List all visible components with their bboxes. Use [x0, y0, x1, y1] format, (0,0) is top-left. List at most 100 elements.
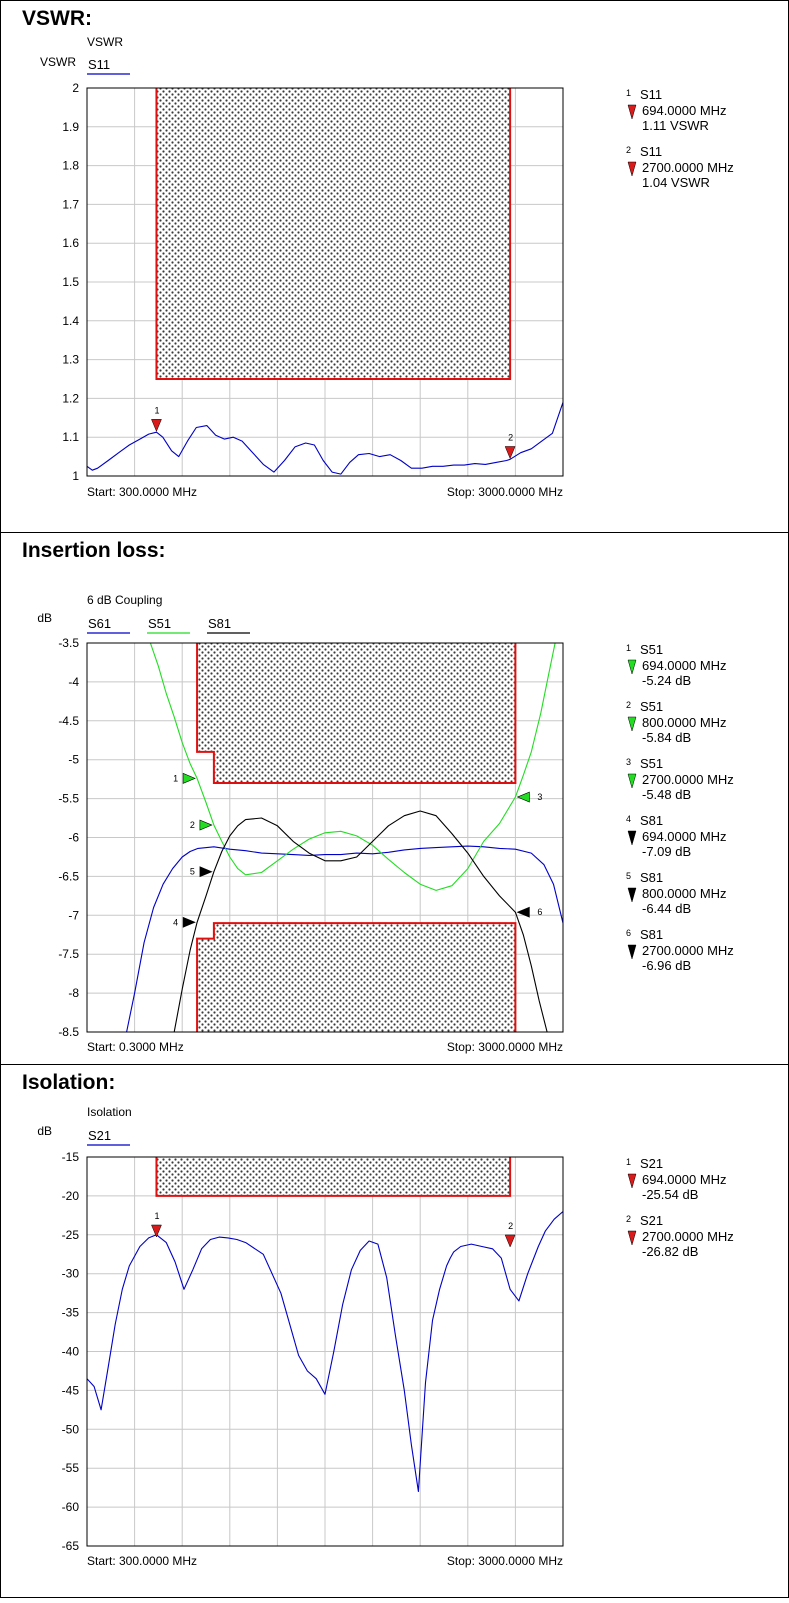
marker-info-number: 1	[626, 643, 631, 653]
marker-info-trace: S51	[640, 699, 663, 714]
marker-info-icon	[627, 659, 637, 675]
section-title: Insertion loss:	[22, 539, 166, 562]
marker-info-trace: S11	[640, 87, 662, 102]
marker-glyph-number-1: 1	[154, 1211, 159, 1221]
chart-section-3: Isolation: Isolation dB S21 -15 -20 -25 -30 -35 -…	[22, 1071, 734, 1568]
y-tick-label: 1	[72, 469, 79, 483]
y-unit-label: dB	[37, 1124, 52, 1138]
y-tick-label: 1.8	[62, 159, 79, 173]
stop-frequency-label: Stop: 3000.0000 MHz	[447, 1554, 563, 1568]
marker-glyph-1	[151, 419, 162, 432]
plot-border	[86, 1156, 564, 1547]
marker-info-value: -26.82 dB	[642, 1244, 698, 1259]
marker-info-trace: S21	[640, 1156, 663, 1171]
section-title: Isolation:	[22, 1071, 115, 1094]
marker-info-trace: S81	[640, 870, 663, 885]
legend-label-s21: S21	[88, 1128, 111, 1143]
start-frequency-label: Start: 300.0000 MHz	[87, 485, 197, 499]
marker-info-frequency: 2700.0000 MHz	[642, 1229, 734, 1244]
marker-info-frequency: 694.0000 MHz	[642, 658, 727, 673]
y-unit-label: VSWR	[40, 55, 76, 69]
marker-info-trace: S51	[640, 642, 663, 657]
marker-info-value: -5.24 dB	[642, 673, 691, 688]
marker-glyph-number-2: 2	[190, 820, 195, 830]
marker-glyph-6	[516, 906, 530, 918]
limit-region	[197, 923, 516, 1032]
y-tick-label: -5.5	[58, 792, 79, 806]
marker-glyph-number-1: 1	[154, 405, 159, 415]
y-tick-label: -45	[62, 1383, 80, 1397]
y-tick-label: 1.9	[62, 120, 79, 134]
plot-border	[86, 642, 564, 1033]
marker-info-value: 1.11 VSWR	[642, 118, 709, 133]
y-tick-label: -50	[62, 1422, 80, 1436]
marker-info-value: -5.84 dB	[642, 730, 691, 745]
marker-info-trace: S21	[640, 1213, 663, 1228]
marker-info-value: 1.04 VSWR	[642, 175, 710, 190]
y-tick-label: 1.4	[62, 314, 79, 328]
marker-info-value: -7.09 dB	[642, 844, 691, 859]
y-tick-label: -30	[62, 1267, 80, 1281]
y-tick-label: 1.3	[62, 353, 79, 367]
marker-info-icon	[627, 716, 637, 732]
y-tick-label: 1.7	[62, 197, 79, 211]
y-tick-label: -55	[62, 1461, 80, 1475]
y-tick-label: -35	[62, 1306, 80, 1320]
marker-info-value: -6.96 dB	[642, 958, 691, 973]
marker-info-frequency: 2700.0000 MHz	[642, 160, 734, 175]
trace-s61	[87, 845, 563, 1032]
marker-glyph-5	[199, 866, 213, 878]
marker-info-value: -5.48 dB	[642, 787, 691, 802]
y-tick-label: -40	[62, 1345, 80, 1359]
limit-line	[196, 643, 517, 785]
legend-label-s61: S61	[88, 616, 111, 631]
y-tick-label: -4.5	[58, 714, 79, 728]
marker-info-icon	[627, 830, 637, 846]
stop-frequency-label: Stop: 3000.0000 MHz	[447, 1040, 563, 1054]
stop-frequency-label: Stop: 3000.0000 MHz	[447, 485, 563, 499]
marker-info-frequency: 2700.0000 MHz	[642, 943, 734, 958]
marker-glyph-number-5: 5	[190, 867, 195, 877]
marker-glyph-4	[182, 916, 196, 928]
y-tick-label: -25	[62, 1228, 80, 1242]
trace-header: Isolation	[87, 1105, 132, 1119]
marker-info-value: -6.44 dB	[642, 901, 691, 916]
marker-info-trace: S81	[640, 813, 663, 828]
y-tick-label: -15	[62, 1150, 80, 1164]
legend-label-s11: S11	[88, 57, 110, 72]
marker-info-number: 2	[626, 1214, 631, 1224]
marker-info-value: -25.54 dB	[642, 1187, 698, 1202]
trace-s81	[173, 810, 548, 1032]
marker-glyph-3	[516, 791, 530, 803]
marker-glyph-number-6: 6	[537, 907, 542, 917]
limit-region	[156, 88, 511, 379]
start-frequency-label: Start: 0.3000 MHz	[87, 1040, 184, 1054]
marker-info-icon	[627, 773, 637, 789]
legend-label-s51: S51	[148, 616, 171, 631]
limit-line	[196, 922, 517, 1032]
marker-info-icon	[627, 887, 637, 903]
marker-info-number: 1	[626, 88, 631, 98]
trace-s51	[149, 643, 556, 891]
y-tick-label: -4	[68, 675, 79, 689]
marker-info-number: 5	[626, 871, 631, 881]
marker-info-number: 4	[626, 814, 631, 824]
y-tick-label: 1.6	[62, 236, 79, 250]
plot-border	[86, 87, 564, 477]
y-tick-label: -5	[68, 753, 79, 767]
marker-glyph-2	[504, 1234, 516, 1248]
y-tick-label: 1.1	[62, 430, 79, 444]
marker-glyph-1	[182, 772, 196, 784]
marker-info-icon	[627, 1230, 637, 1246]
marker-info-number: 2	[626, 700, 631, 710]
trace-s11	[87, 402, 563, 475]
y-tick-label: -7.5	[58, 947, 79, 961]
marker-info-icon	[627, 1173, 637, 1189]
marker-info-trace: S51	[640, 756, 663, 771]
marker-info-number: 1	[626, 1157, 631, 1167]
limit-region	[197, 643, 516, 784]
y-tick-label: 2	[72, 81, 79, 95]
section-title: VSWR:	[22, 7, 92, 30]
marker-glyph-number-2: 2	[508, 1221, 513, 1231]
